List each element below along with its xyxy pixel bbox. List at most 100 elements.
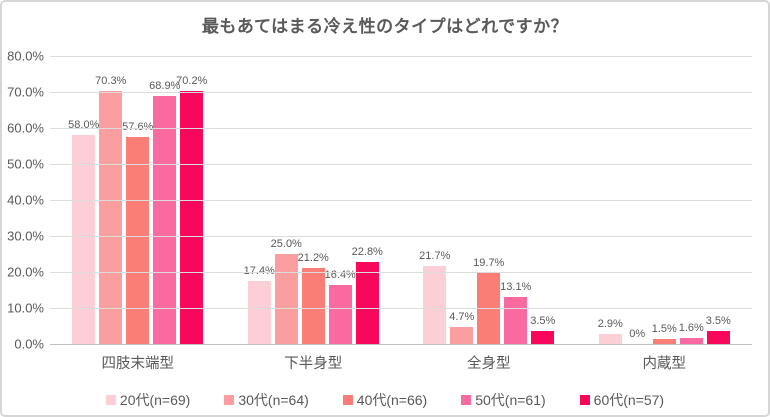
bar-value-label: 17.4% xyxy=(244,266,275,277)
bar-cell: 70.3% xyxy=(95,56,126,344)
legend-swatch-icon xyxy=(105,395,116,405)
gridline xyxy=(50,200,752,201)
bar-cell: 70.2% xyxy=(176,56,207,344)
y-tick-label: 0.0% xyxy=(14,336,44,352)
bar-cell: 2.9% xyxy=(597,56,623,344)
bar xyxy=(706,331,730,344)
plot-area: 58.0% 70.3% 57.6% 68.9%70.2% 17.4% 25.0%21.2%… xyxy=(50,56,752,345)
gridline xyxy=(50,56,752,57)
bar-group: 17.4% 25.0%21.2% 16.4% 22.8% xyxy=(226,56,402,344)
bar-value-label: 0% xyxy=(629,328,646,340)
y-tick-label: 10.0% xyxy=(7,300,44,316)
bar xyxy=(531,331,555,344)
legend-swatch-icon xyxy=(342,395,353,405)
gridline xyxy=(50,272,752,273)
bar-value-label: 21.7% xyxy=(419,249,451,262)
x-axis-line xyxy=(50,344,752,345)
bar-group: 58.0% 70.3% 57.6% 68.9% 70.2% xyxy=(50,56,226,344)
bar-group: 2.9% 0% 1.5% 1.6% 3.5% xyxy=(577,56,753,344)
bar-cell: 1.5% xyxy=(651,56,677,344)
bar-value-label: 22.8% xyxy=(351,245,383,258)
bar xyxy=(301,267,325,344)
gridline xyxy=(50,164,752,165)
legend-item: 30代(n=64) xyxy=(224,390,309,410)
bar xyxy=(679,338,703,344)
bar xyxy=(180,91,204,344)
gridline xyxy=(50,236,752,237)
bar xyxy=(355,261,379,344)
y-tick-label: 70.0% xyxy=(7,84,44,100)
y-tick-label: 30.0% xyxy=(7,228,44,244)
category-label: 四肢末端型 xyxy=(101,356,175,372)
y-axis: 80.0% 70.0% 60.0% 50.0% 40.0% 30.0% 20.0% 10.0%… xyxy=(2,49,44,352)
bar xyxy=(274,254,298,344)
bar-value-label: 19.7% xyxy=(473,257,505,270)
bar-value-label: 57.6% xyxy=(122,120,154,133)
bar xyxy=(126,136,150,344)
bar xyxy=(247,281,271,344)
bar-groups: 58.0% 70.3% 57.6% 68.9%70.2% 17.4% 25.0%21.2%… xyxy=(50,56,752,344)
chart-title: 最もあてはまる冷え性のタイプはどれですか？ xyxy=(201,17,569,36)
legend-label: 30代(n=64) xyxy=(238,392,309,408)
bar xyxy=(153,95,177,344)
bar-value-label: 16.4% xyxy=(324,268,356,281)
bar-value-label: 1.6% xyxy=(678,322,704,335)
bar-cell: 4.7% xyxy=(449,56,475,344)
bar xyxy=(423,265,447,344)
bar xyxy=(598,333,622,344)
bar-cell: 58.0% xyxy=(68,56,99,344)
bar-cell: 16.4% xyxy=(325,56,356,344)
legend: 20代(n=69) 30代(n=64) 40代(n=66) 50代(n=61) 60代(… xyxy=(2,390,768,410)
legend-swatch-icon xyxy=(224,395,235,405)
bar-value-label: 58.0% xyxy=(68,119,100,132)
bar-value-label: 68.9% xyxy=(149,79,181,92)
bar-value-label: 70.3% xyxy=(95,74,127,87)
bar-value-label: 25.0% xyxy=(270,238,302,250)
legend-label: 60代(n=57) xyxy=(593,392,665,408)
bar-value-label: 13.1% xyxy=(500,280,532,293)
bar-value-label: 2.9% xyxy=(597,317,623,330)
bar-cell: 21.7% xyxy=(419,56,450,344)
legend-swatch-icon xyxy=(579,395,590,405)
bar-value-label: 3.5% xyxy=(530,315,556,328)
bar xyxy=(450,327,474,344)
legend-label: 20代(n=69) xyxy=(119,392,191,408)
x-axis: 四肢末端型 下半身型 全身型 内蔵型 xyxy=(50,352,752,374)
bar xyxy=(72,135,96,344)
bar xyxy=(328,284,352,344)
bar-cell: 3.5% xyxy=(530,56,556,344)
gridline xyxy=(50,308,752,309)
y-tick-label: 60.0% xyxy=(7,120,44,136)
bar-cell: 25.0% xyxy=(271,56,302,344)
bar-value-label: 21.2% xyxy=(297,251,329,264)
bar-cell: 22.8% xyxy=(352,56,383,344)
y-tick-label: 50.0% xyxy=(7,156,44,172)
legend-label: 50代(n=61) xyxy=(475,392,546,408)
bar xyxy=(504,296,528,344)
bar-cell: 17.4% xyxy=(244,56,275,344)
bar-cell: 57.6% xyxy=(122,56,153,344)
bar xyxy=(99,90,123,344)
legend-label: 40代(n=66) xyxy=(356,392,428,408)
bar-cell: 21.2% xyxy=(298,56,329,344)
bar-value-label: 4.7% xyxy=(449,311,475,324)
gridline xyxy=(50,92,752,93)
bar xyxy=(652,338,676,344)
legend-item: 50代(n=61) xyxy=(461,390,546,410)
bar-value-label: 1.5% xyxy=(651,322,677,335)
bar-cell: 3.5% xyxy=(705,56,731,344)
gridline xyxy=(50,128,752,129)
bar-cell: 68.9% xyxy=(149,56,180,344)
legend-item: 60代(n=57) xyxy=(579,390,665,410)
bar-value-label: 3.5% xyxy=(705,315,731,328)
y-tick-label: 40.0% xyxy=(7,192,44,208)
legend-item: 20代(n=69) xyxy=(105,390,191,410)
bar-cell: 0% xyxy=(626,56,649,344)
bar-cell: 1.6% xyxy=(678,56,704,344)
legend-item: 40代(n=66) xyxy=(342,390,428,410)
category-label: 下半身型 xyxy=(284,356,343,372)
category-label: 内蔵型 xyxy=(642,356,687,372)
bar-value-label: 70.2% xyxy=(176,75,208,88)
y-tick-label: 20.0% xyxy=(7,264,44,280)
